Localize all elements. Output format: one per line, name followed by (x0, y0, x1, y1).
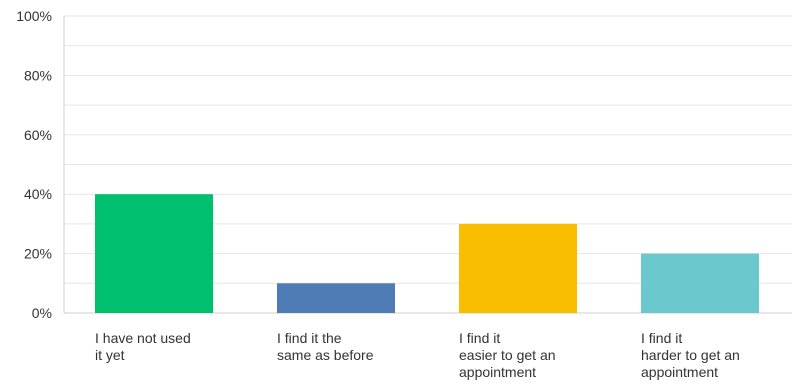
x-category-label: I have not used (95, 330, 191, 346)
bar[interactable] (277, 283, 395, 313)
y-tick-label: 60% (24, 127, 52, 143)
bar[interactable] (459, 223, 577, 313)
x-category-label: it yet (95, 347, 125, 363)
x-category-label: easier to get an (459, 347, 556, 363)
bar[interactable] (641, 253, 759, 313)
x-category-label: I find it (641, 330, 682, 346)
x-category-label: same as before (277, 347, 374, 363)
y-tick-label: 20% (24, 246, 52, 262)
y-tick-label: 100% (16, 8, 52, 24)
y-tick-label: 80% (24, 67, 52, 83)
x-category-label: I find it (459, 330, 500, 346)
x-category-label: appointment (459, 364, 536, 380)
y-tick-label: 0% (32, 305, 52, 321)
x-category-label: appointment (641, 364, 718, 380)
x-category-label: harder to get an (641, 347, 740, 363)
bar[interactable] (95, 194, 213, 313)
x-category-label: I find it the (277, 330, 342, 346)
y-tick-label: 40% (24, 186, 52, 202)
